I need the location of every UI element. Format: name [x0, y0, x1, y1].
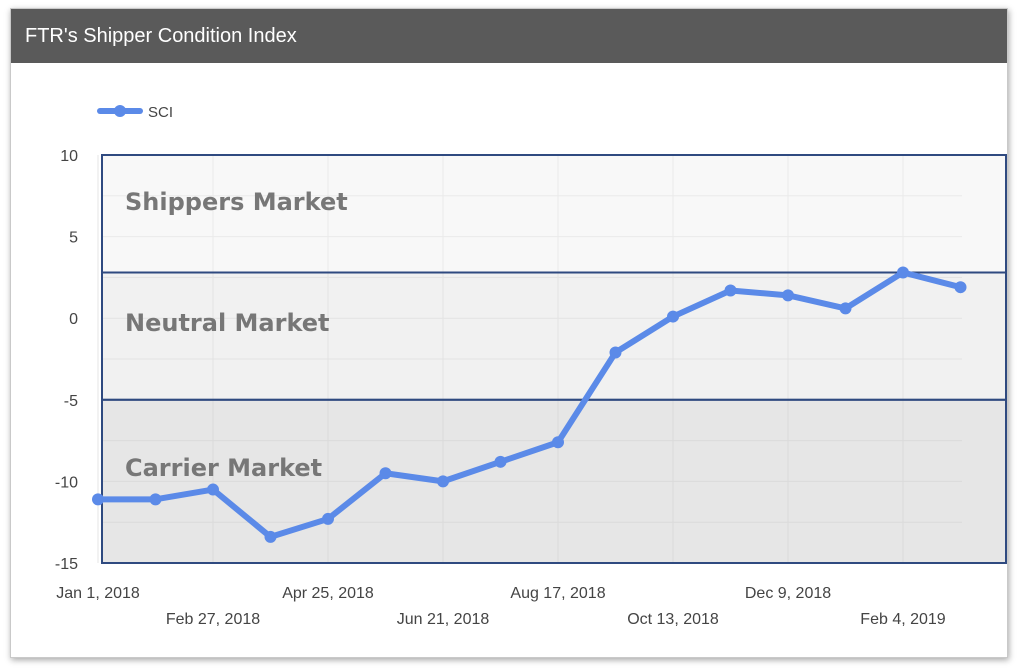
x-tick-label: Jun 21, 2018: [397, 611, 490, 628]
sci-point[interactable]: [207, 483, 219, 496]
sci-line: [95, 269, 964, 540]
chart-header: FTR's Shipper Condition Index: [11, 9, 1007, 63]
x-axis: Jan 1, 2018 Feb 27, 2018 Apr 25, 2018 Jun 2…: [56, 585, 946, 628]
sci-point[interactable]: [437, 475, 449, 488]
market-bands: Shippers Market Neutral Market Carrier Mar…: [101, 154, 1007, 564]
y-tick-label: -15: [55, 556, 78, 573]
sci-point[interactable]: [954, 281, 967, 294]
band-label: Shippers Market: [125, 188, 348, 216]
chart-title: FTR's Shipper Condition Index: [25, 25, 297, 47]
y-tick-label: 0: [69, 311, 78, 328]
x-tick-label: Feb 27, 2018: [166, 611, 260, 628]
x-tick-label: Aug 17, 2018: [510, 585, 605, 602]
x-tick-label: Jan 1, 2018: [56, 585, 140, 602]
sci-point[interactable]: [92, 493, 104, 506]
sci-point[interactable]: [609, 346, 622, 359]
legend-label: SCI: [148, 104, 173, 121]
y-tick-label: 5: [69, 230, 78, 247]
x-tick-label: Apr 25, 2018: [282, 585, 374, 602]
sci-point[interactable]: [782, 289, 794, 302]
sci-point[interactable]: [264, 530, 277, 543]
y-axis: 10 5 0 -5 -10 -15: [55, 148, 78, 573]
y-tick-label: -10: [55, 474, 78, 491]
y-tick-label: 10: [60, 148, 78, 165]
x-tick-label: Dec 9, 2018: [745, 585, 831, 602]
x-tick-label: Oct 13, 2018: [627, 611, 719, 628]
sci-point[interactable]: [149, 493, 162, 506]
band-label: Carrier Market: [125, 454, 322, 482]
band-carrier-market: [101, 398, 1007, 564]
sci-point[interactable]: [839, 302, 852, 315]
sci-point[interactable]: [667, 310, 679, 323]
x-tick-label: Feb 4, 2019: [860, 611, 946, 628]
sci-point[interactable]: [724, 284, 737, 297]
band-label: Neutral Market: [125, 309, 330, 337]
sci-point[interactable]: [494, 455, 507, 468]
legend[interactable]: SCI: [97, 104, 173, 121]
sci-point[interactable]: [897, 266, 909, 279]
sci-point[interactable]: [379, 467, 392, 480]
sci-point[interactable]: [552, 436, 564, 449]
y-tick-label: -5: [64, 393, 78, 410]
band-shippers-market: [101, 154, 1007, 274]
sci-series: [92, 266, 967, 543]
legend-marker-icon: [114, 105, 126, 117]
sci-point[interactable]: [322, 512, 334, 525]
